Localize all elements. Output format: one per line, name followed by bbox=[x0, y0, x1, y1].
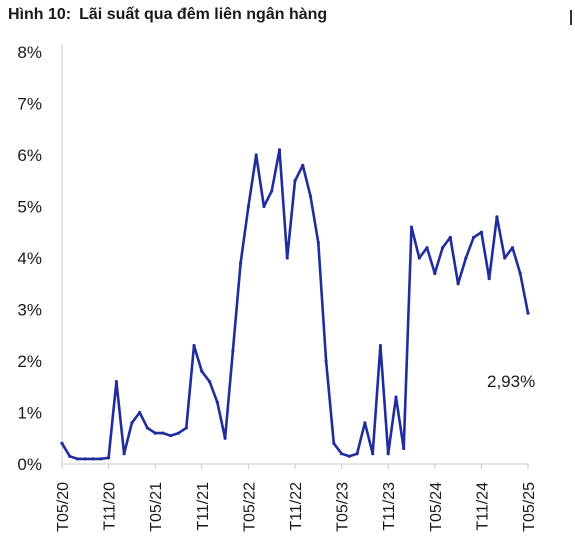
data-point bbox=[207, 380, 212, 384]
data-point bbox=[215, 400, 219, 404]
data-point bbox=[363, 421, 367, 425]
data-point bbox=[316, 240, 320, 245]
data-point bbox=[153, 431, 157, 435]
y-axis: 0% 1% 2% 3% 4% 5% 6% 7% 8% bbox=[17, 43, 63, 474]
data-point bbox=[340, 452, 344, 456]
y-tick-label: 1% bbox=[17, 404, 42, 423]
x-tick-label: T05/22 bbox=[241, 482, 258, 532]
series-layer bbox=[60, 148, 530, 461]
data-point bbox=[200, 369, 204, 373]
x-tick-label: T05/23 bbox=[335, 482, 352, 532]
data-point bbox=[487, 277, 491, 281]
data-point bbox=[332, 441, 336, 445]
data-point bbox=[145, 426, 150, 430]
data-point bbox=[254, 153, 258, 157]
data-point bbox=[285, 256, 289, 260]
series-line bbox=[60, 148, 530, 461]
y-tick-label: 2% bbox=[17, 352, 42, 371]
y-tick-label: 5% bbox=[17, 198, 42, 217]
x-tick-label: T05/24 bbox=[428, 482, 445, 532]
x-tick-label: T11/21 bbox=[195, 482, 212, 531]
data-point bbox=[176, 431, 181, 435]
data-point bbox=[526, 311, 530, 315]
data-point bbox=[277, 148, 282, 152]
x-tick-label: T05/21 bbox=[148, 482, 165, 532]
data-point bbox=[378, 343, 383, 348]
data-point bbox=[386, 452, 390, 456]
data-point bbox=[60, 441, 64, 445]
last-value-annotation: 2,93% bbox=[487, 372, 535, 391]
data-point bbox=[169, 434, 173, 438]
x-tick-label: T11/20 bbox=[102, 482, 119, 531]
page-edge-mark bbox=[570, 10, 572, 25]
data-point bbox=[464, 256, 468, 260]
data-point bbox=[161, 431, 165, 435]
x-tick-label: T11/22 bbox=[288, 482, 305, 531]
data-point bbox=[510, 246, 515, 250]
data-point bbox=[440, 246, 445, 250]
y-tick-label: 3% bbox=[17, 301, 42, 320]
data-point bbox=[83, 457, 87, 461]
data-point bbox=[503, 256, 507, 260]
data-point bbox=[91, 457, 95, 461]
data-point bbox=[433, 271, 437, 276]
data-point bbox=[324, 359, 328, 363]
data-point bbox=[293, 179, 297, 183]
data-point bbox=[130, 421, 134, 425]
x-tick-label: T11/23 bbox=[381, 482, 398, 531]
data-point bbox=[308, 194, 313, 198]
x-tick-label: T05/25 bbox=[521, 482, 538, 532]
data-point bbox=[371, 452, 375, 456]
data-point bbox=[114, 380, 118, 384]
data-point bbox=[301, 163, 305, 167]
data-point bbox=[262, 204, 266, 209]
data-point bbox=[402, 446, 406, 451]
annotation-layer: 2,93% bbox=[487, 372, 535, 391]
data-point bbox=[75, 457, 80, 461]
data-point bbox=[479, 230, 483, 234]
data-point bbox=[68, 454, 72, 458]
y-tick-label: 0% bbox=[17, 455, 42, 474]
x-tick-label: T11/24 bbox=[474, 482, 491, 531]
data-point bbox=[456, 282, 460, 286]
data-point bbox=[99, 457, 103, 461]
data-point bbox=[231, 349, 235, 353]
data-point bbox=[448, 235, 452, 239]
data-point bbox=[246, 204, 250, 209]
data-point bbox=[518, 271, 522, 276]
y-tick-label: 6% bbox=[17, 146, 42, 165]
data-point bbox=[347, 454, 351, 458]
data-point bbox=[138, 410, 142, 415]
chart-title: Hình 10: Lãi suất qua đêm liên ngân hàng bbox=[8, 6, 327, 24]
y-tick-label: 7% bbox=[17, 95, 42, 114]
data-point bbox=[107, 456, 111, 460]
figure-title: Lãi suất qua đêm liên ngân hàng bbox=[79, 6, 328, 23]
data-point bbox=[472, 235, 476, 239]
data-point bbox=[409, 225, 414, 229]
x-tick-label: T05/20 bbox=[55, 482, 72, 532]
data-point bbox=[425, 246, 429, 250]
y-tick-label: 4% bbox=[17, 249, 42, 268]
figure-label: Hình 10: bbox=[8, 6, 72, 23]
data-point bbox=[184, 426, 188, 430]
data-point bbox=[417, 256, 421, 260]
data-point bbox=[223, 436, 227, 440]
data-point bbox=[122, 452, 126, 456]
data-point bbox=[394, 395, 398, 399]
x-axis: T05/20 T11/20 T05/21 T11/21 T05/22 T11/22 T05/… bbox=[55, 463, 538, 532]
data-point bbox=[270, 189, 274, 193]
data-point bbox=[192, 343, 196, 348]
data-point bbox=[239, 261, 243, 265]
data-point bbox=[355, 452, 359, 456]
data-point bbox=[495, 215, 499, 219]
y-tick-label: 8% bbox=[17, 43, 42, 62]
